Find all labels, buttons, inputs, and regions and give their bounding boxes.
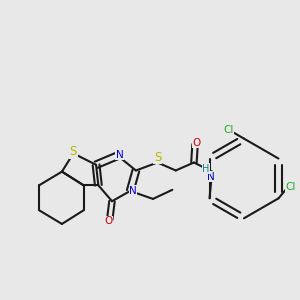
Text: H: H [202,164,210,174]
Text: S: S [154,151,161,164]
Text: O: O [104,216,112,226]
Text: N: N [206,172,214,182]
Text: Cl: Cl [286,182,296,192]
Text: O: O [193,138,201,148]
Text: N: N [116,150,123,160]
Text: Cl: Cl [224,125,234,135]
Text: S: S [70,145,77,158]
Text: N: N [129,186,137,196]
